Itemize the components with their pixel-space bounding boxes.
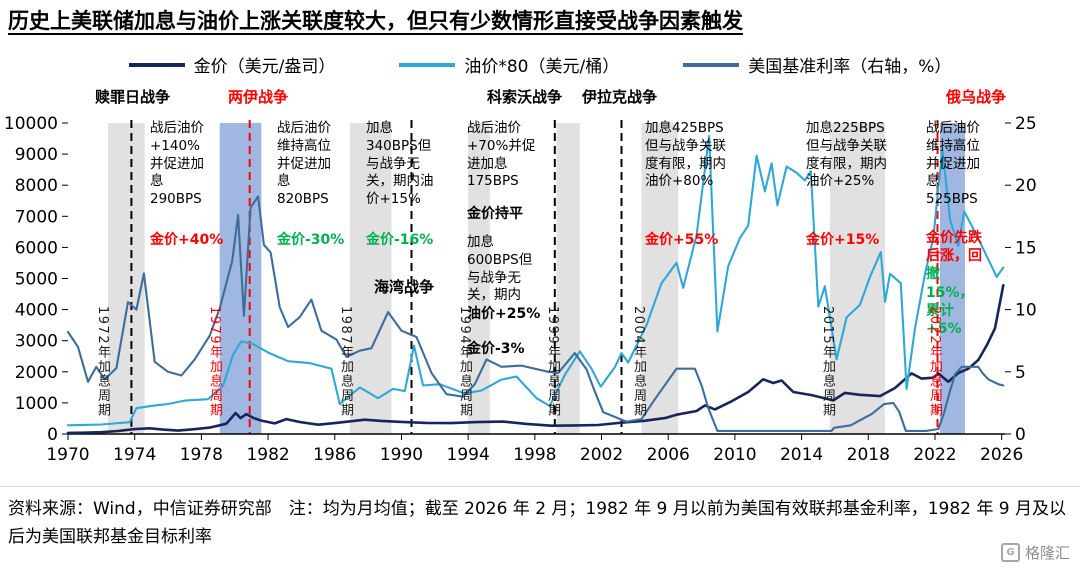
- page-title: 历史上美联储加息与油价上涨关联度较大，但只有少数情形直接受战争因素触发: [8, 9, 743, 33]
- annotation-1994-oil-result: 油价+25%: [467, 306, 541, 322]
- y-right-tick-label: 20: [1015, 176, 1037, 196]
- x-tick-label: 2026: [980, 445, 1023, 465]
- annotation-1999-body: 战后油价+70%并促进加息175BPS: [467, 120, 536, 190]
- rate-hike-band: [219, 123, 262, 434]
- x-tick-label: 2010: [713, 445, 756, 465]
- y-left-tick-label: 5000: [15, 270, 58, 290]
- annotation-2022-gold-result: 金价先跌后涨，回撤15%，累计+5%: [926, 229, 986, 338]
- y-left-tick-label: 8000: [15, 176, 58, 196]
- gelonghui-logo-icon: G: [1000, 543, 1020, 562]
- chart-legend: 金价（美元/盎司） 油价*80（美元/桶） 美国基准利率（右轴，%）: [0, 52, 1080, 77]
- rate-line-swatch-icon: [683, 62, 740, 67]
- x-tick-label: 1978: [180, 445, 223, 465]
- y-left-tick-label: 2000: [15, 363, 58, 383]
- rate-hike-band: [829, 123, 885, 434]
- annotation-1973-gold-result: 金价+40%: [150, 232, 224, 248]
- war-title-kosovo: 科索沃战争: [487, 88, 563, 106]
- rate-hike-band: [349, 123, 392, 434]
- x-tick-label: 2014: [780, 445, 823, 465]
- rate-hike-band: [108, 123, 145, 434]
- war-title-iran-iraq: 两伊战争: [228, 88, 289, 106]
- legend-label-oil: 油价*80（美元/桶）: [464, 57, 620, 77]
- oil-price-line: [66, 135, 1005, 427]
- gold-line-swatch-icon: [128, 62, 185, 67]
- legend-item-gold: 金价（美元/盎司）: [128, 52, 336, 77]
- y-left-tick-label: 0: [47, 425, 58, 445]
- rate-hike-band: [641, 123, 679, 434]
- war-title-iraq: 伊拉克战争: [582, 88, 658, 106]
- x-tick-label: 1986: [313, 445, 356, 465]
- legend-label-rate: 美国基准利率（右轴，%）: [748, 57, 952, 77]
- annotation-2022-result-green: 撤15%，累计+5%: [926, 266, 974, 337]
- y-left-tick-label: 7000: [15, 207, 58, 227]
- y-right-tick-label: 25: [1015, 114, 1037, 134]
- annotation-2004-gold-result: 金价+55%: [645, 232, 719, 248]
- annotation-1980-gold-result: 金价-30%: [277, 232, 345, 248]
- y-left-tick-label: 4000: [15, 301, 58, 321]
- y-left-tick-label: 3000: [15, 332, 58, 352]
- war-title-russia-ukraine: 俄乌战争: [946, 88, 1007, 106]
- gelonghui-logo: G 格隆汇: [1000, 542, 1070, 563]
- x-tick-label: 1990: [380, 445, 423, 465]
- x-tick-label: 2002: [580, 445, 623, 465]
- cycle-label-1987: 1987年加息周期: [338, 306, 353, 418]
- y-right-tick-label: 15: [1015, 238, 1037, 258]
- y-right-tick-label: 0: [1015, 425, 1026, 445]
- war-title-yom-kippur: 赎罪日战争: [95, 88, 171, 106]
- cycle-label-2004: 2004年加息周期: [631, 306, 646, 418]
- legend-item-rate: 美国基准利率（右轴，%）: [683, 52, 951, 77]
- rate-hike-band: [468, 123, 490, 434]
- annotation-1987-gold-result: 金价-16%: [366, 232, 434, 248]
- y-right-tick-label: 10: [1015, 301, 1037, 321]
- footer-divider: [0, 486, 1080, 487]
- annotation-2022-result-red: 金价先跌后涨，回: [926, 230, 982, 265]
- x-tick-label: 1982: [246, 445, 289, 465]
- annotation-2004-body: 加息425BPS但与战争关联度有限，期内油价+80%: [645, 120, 726, 190]
- x-tick-label: 1998: [513, 445, 556, 465]
- x-tick-label: 2006: [647, 445, 690, 465]
- rate-hike-band: [556, 123, 580, 434]
- legend-label-gold: 金价（美元/盎司）: [193, 57, 336, 77]
- annotation-1994-body: 加息600BPS但与战争无关，期内: [467, 234, 533, 304]
- annotation-2022-body: 战后油价维持高位并促进加息525BPS: [926, 120, 980, 208]
- x-tick-label: 1970: [46, 445, 89, 465]
- annotation-1999-gold-result: 金价持平: [467, 206, 523, 222]
- us-rate-line: [66, 195, 1005, 432]
- cycle-label-1994: 1994年加息周期: [457, 306, 472, 418]
- cycle-label-2015: 2015年加息周期: [820, 306, 835, 418]
- gulf-war-label: 海湾战争: [374, 278, 435, 296]
- legend-item-oil: 油价*80（美元/桶）: [399, 52, 619, 77]
- annotation-2015-gold-result: 金价+15%: [806, 232, 880, 248]
- x-tick-label: 2018: [847, 445, 890, 465]
- y-left-tick-label: 6000: [15, 238, 58, 258]
- annotation-2015-body: 加息225BPS但与战争关联度有限，期内油价+25%: [806, 120, 887, 190]
- annotation-1980-body: 战后油价维持高位并促进加息820BPS: [277, 120, 331, 208]
- x-tick-label: 2022: [913, 445, 956, 465]
- oil-line-swatch-icon: [399, 62, 456, 67]
- y-left-tick-label: 1000: [15, 394, 58, 414]
- gelonghui-logo-text: 格隆汇: [1024, 544, 1070, 562]
- cycle-label-1999: 1999年加息周期: [545, 306, 560, 418]
- cycle-label-1979: 1979年加息周期: [207, 306, 222, 418]
- cycle-label-1972: 1972年加息周期: [95, 306, 110, 418]
- y-left-tick-label: 10000: [4, 114, 58, 134]
- x-tick-label: 1974: [113, 445, 156, 465]
- cycle-label-2022: 2022年加息周期: [927, 306, 942, 418]
- y-right-tick-label: 5: [1015, 363, 1026, 383]
- annotation-1994-gold-result: 金价-3%: [467, 341, 525, 357]
- y-left-tick-label: 9000: [15, 145, 58, 165]
- annotation-1987-body: 加息340BPS但与战争无关，期内油价+15%: [366, 120, 434, 208]
- x-tick-label: 1994: [447, 445, 490, 465]
- annotation-1973-body: 战后油价+140%并促进加息290BPS: [150, 120, 204, 208]
- source-note: 资料来源：Wind，中信证券研究部 注：均为月均值；截至 2026 年 2 月；…: [8, 499, 1066, 547]
